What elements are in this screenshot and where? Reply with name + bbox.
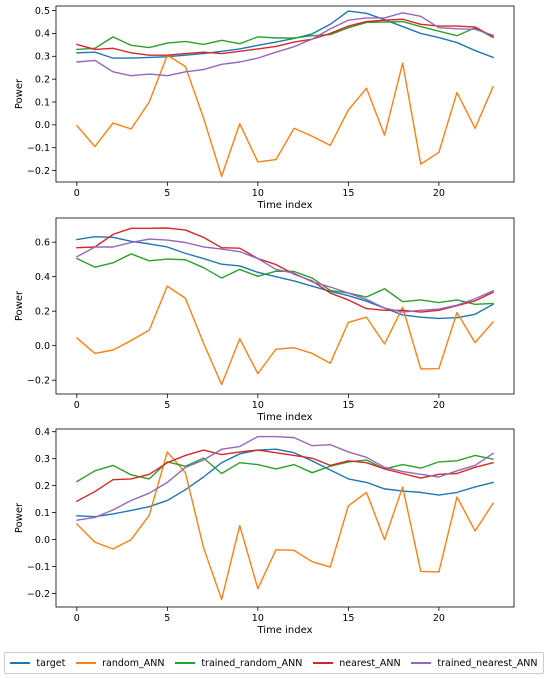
- x-axis-label: Time index: [256, 200, 312, 211]
- legend-label-trained-random-ann: trained_random_ANN: [201, 657, 303, 669]
- y-tick-label: 0.5: [35, 6, 50, 17]
- legend-item-trained-random-ann: trained_random_ANN: [175, 658, 302, 669]
- y-tick-label: 0.6: [35, 237, 50, 248]
- y-axis-label: Power: [14, 290, 25, 321]
- legend-item-nearest-ann: nearest_ANN: [313, 657, 401, 669]
- legend-swatch-random-ann: [76, 662, 97, 664]
- legend-label-random-ann: random_ANN: [102, 657, 165, 669]
- y-tick-label: 0.2: [35, 306, 50, 317]
- x-axis-label: Time index: [256, 625, 312, 636]
- y-tick-label: −0.1: [27, 143, 50, 154]
- y-tick-label: 0.4: [35, 29, 50, 40]
- legend-item-trained-nearest-ann: trained_nearest_ANN: [411, 657, 538, 669]
- x-tick-label: 10: [252, 188, 264, 199]
- plot-frame: [55, 5, 515, 183]
- series-line-trained-nearest-ann: [76, 238, 494, 313]
- legend-item-random-ann: random_ANN: [76, 658, 164, 669]
- series-line-random-ann: [76, 54, 494, 177]
- x-tick-label: 20: [433, 188, 445, 199]
- x-tick-label: 15: [342, 188, 354, 199]
- series-line-random-ann: [76, 285, 494, 386]
- y-tick-label: 0.4: [35, 272, 50, 283]
- legend-item-target: target: [10, 658, 65, 669]
- x-tick-label: 5: [164, 400, 170, 411]
- legend-swatch-trained-nearest-ann: [411, 662, 432, 664]
- y-tick-label: 0.2: [35, 481, 50, 492]
- legend-swatch-target: [10, 662, 31, 664]
- y-tick-label: 0.3: [35, 454, 50, 465]
- y-tick-label: 0.1: [35, 97, 50, 108]
- x-tick-label: 20: [433, 400, 445, 411]
- x-tick-label: 10: [252, 400, 264, 411]
- series-line-nearest-ann: [76, 18, 494, 56]
- legend-label-trained-nearest-ann: trained_nearest_ANN: [437, 657, 538, 669]
- x-tick-label: 5: [164, 613, 170, 624]
- x-axis-label: Time index: [256, 412, 312, 423]
- legend-label-nearest-ann: nearest_ANN: [339, 657, 401, 669]
- y-tick-label: −0.2: [27, 166, 50, 177]
- y-tick-label: 0.2: [35, 74, 50, 85]
- y-tick-label: 0.4: [35, 427, 50, 438]
- series-line-trained-nearest-ann: [76, 435, 494, 521]
- y-tick-label: 0.1: [35, 508, 50, 519]
- x-tick-label: 15: [342, 400, 354, 411]
- x-tick-label: 10: [252, 613, 264, 624]
- series-line-random-ann: [76, 451, 494, 601]
- x-tick-label: 5: [164, 188, 170, 199]
- y-tick-label: −0.1: [27, 562, 50, 573]
- legend-label-target: target: [36, 657, 66, 669]
- x-tick-label: 20: [433, 613, 445, 624]
- series-line-target: [76, 10, 494, 59]
- plot-frame: [55, 217, 515, 395]
- series-line-trained-random-ann: [76, 454, 494, 483]
- x-tick-label: 0: [74, 400, 80, 411]
- legend: target random_ANN trained_random_ANN nea…: [4, 652, 544, 674]
- x-tick-label: 0: [74, 188, 80, 199]
- y-tick-label: 0.0: [35, 341, 50, 352]
- legend-swatch-trained-random-ann: [175, 662, 196, 664]
- series-line-nearest-ann: [76, 449, 494, 502]
- y-tick-label: −0.2: [27, 589, 50, 600]
- series-line-nearest-ann: [76, 227, 494, 313]
- panel-3: 0 5 10 15 20 −0.2 −0.1 0.0 0.1 0.2 0.3 0.4 Time inde…: [14, 427, 515, 636]
- panel-2: 0 5 10 15 20 −0.2 0.0 0.2 0.4 0.6 Time index Power: [14, 217, 515, 423]
- y-tick-label: 0.0: [35, 120, 50, 131]
- plot-frame: [55, 428, 515, 608]
- x-tick-label: 0: [74, 613, 80, 624]
- y-tick-label: −0.2: [27, 375, 50, 386]
- y-tick-label: 0.3: [35, 52, 50, 63]
- panel-1: 0 5 10 15 20 −0.2 −0.1 0.0 0.1 0.2 0.3 0.4 0.5 Time i…: [14, 5, 515, 211]
- chart-canvas: 0 5 10 15 20 −0.2 −0.1 0.0 0.1 0.2 0.3 0.4 0.5 Time i…: [14, 5, 515, 636]
- y-axis-label: Power: [14, 502, 25, 533]
- y-tick-label: 0.0: [35, 535, 50, 546]
- legend-swatch-nearest-ann: [313, 662, 334, 664]
- series-line-target: [76, 448, 494, 518]
- series-line-trained-nearest-ann: [76, 12, 494, 77]
- y-axis-label: Power: [14, 78, 25, 109]
- series-line-target: [76, 235, 494, 320]
- series-line-trained-random-ann: [76, 20, 494, 51]
- x-tick-label: 15: [342, 613, 354, 624]
